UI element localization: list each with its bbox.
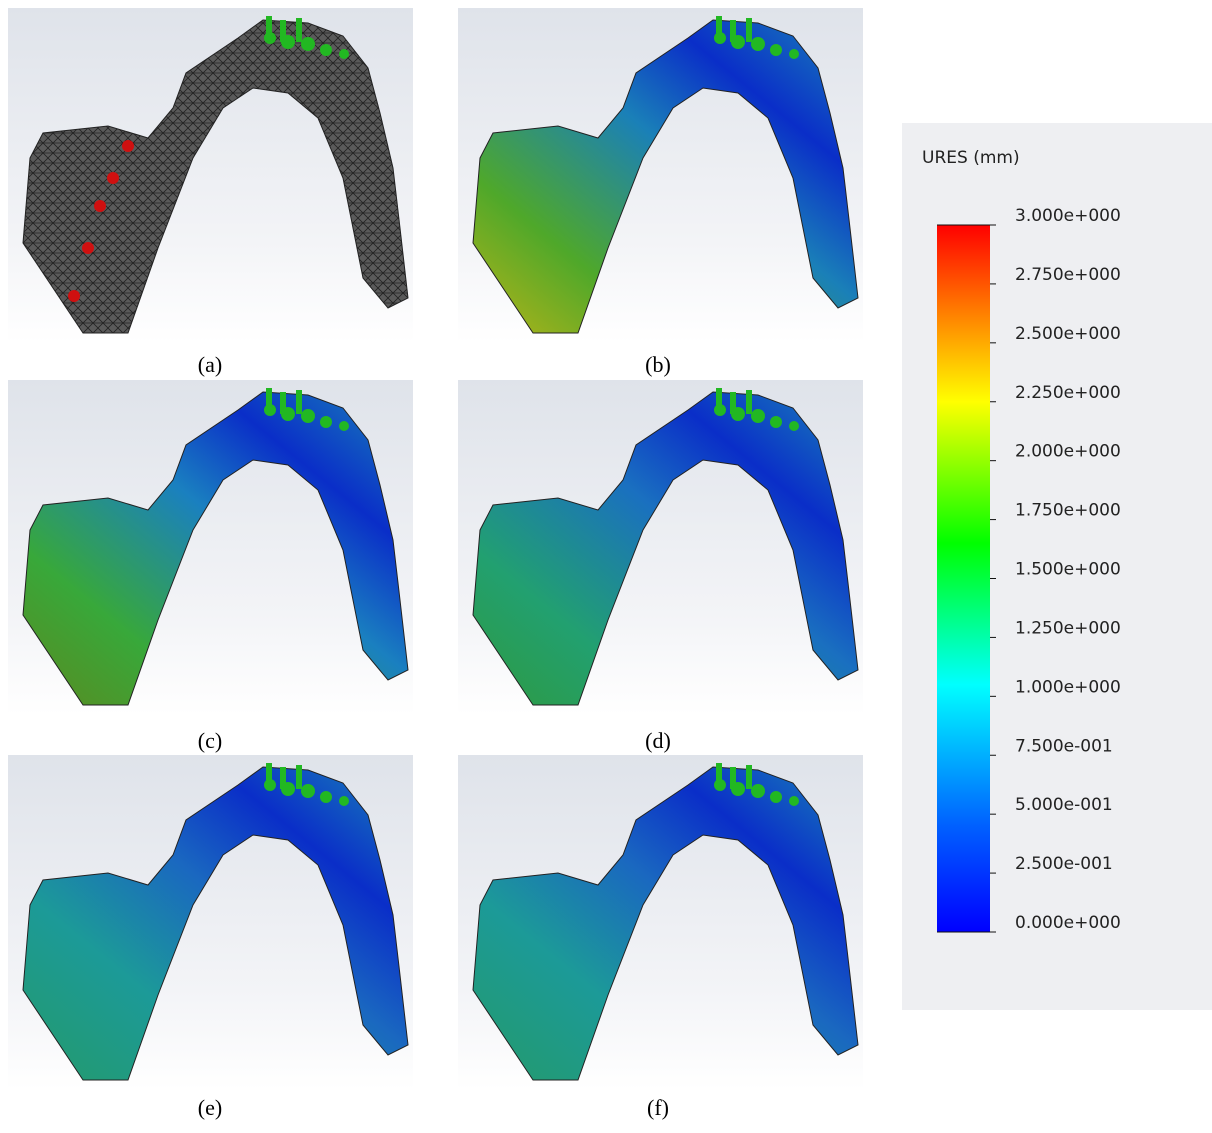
panel-label: (f) (647, 1095, 669, 1120)
legend-tick-label: 7.500e-001 (1015, 736, 1113, 756)
panel (8, 380, 413, 715)
legend-tick-label: 2.750e+000 (1015, 265, 1121, 285)
panels: (a) (b) (c) (d) (e) (f) (8, 8, 863, 1120)
legend-tick-label: 2.250e+000 (1015, 383, 1121, 403)
panel-label: (d) (645, 728, 671, 753)
panel (458, 380, 863, 715)
panel-label: (b) (645, 352, 671, 377)
legend-tick-label: 1.250e+000 (1015, 618, 1121, 638)
color-bar (937, 225, 990, 932)
legend-tick-label: 1.000e+000 (1015, 677, 1121, 697)
panel-label: (e) (198, 1095, 222, 1120)
legend-tick-label: 1.500e+000 (1015, 560, 1121, 580)
load-point (107, 172, 119, 184)
legend-tick-label: 1.750e+000 (1015, 501, 1121, 521)
panel (458, 8, 863, 343)
panel-label: (a) (198, 352, 222, 377)
load-point (68, 290, 80, 302)
load-point (82, 242, 94, 254)
legend-tick-label: 5.000e-001 (1015, 795, 1113, 815)
legend: URES (mm) 3.000e+000 2.750e+000 2.500e+000… (902, 123, 1212, 1010)
load-point (94, 200, 106, 212)
load-point (122, 140, 134, 152)
figure: (a) (b) (c) (d) (e) (f) URES (mm) 3.000e+000 2… (0, 0, 1212, 1133)
legend-tick-label: 2.000e+000 (1015, 442, 1121, 462)
panel-label: (c) (198, 728, 222, 753)
panel (458, 755, 863, 1090)
legend-tick-label: 2.500e+000 (1015, 324, 1121, 344)
panel (8, 8, 413, 343)
legend-tick-label: 2.500e-001 (1015, 854, 1113, 874)
legend-tick-label: 0.000e+000 (1015, 913, 1121, 933)
legend-tick-label: 3.000e+000 (1015, 206, 1121, 226)
legend-title: URES (mm) (922, 148, 1020, 168)
panel (8, 755, 413, 1090)
